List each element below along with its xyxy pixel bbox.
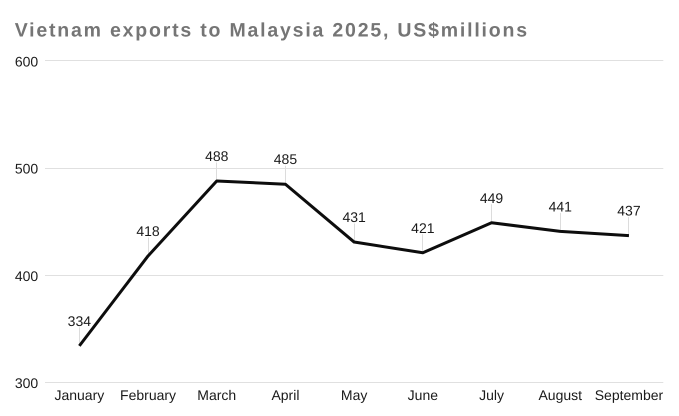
svg-text:334: 334	[68, 313, 92, 329]
svg-text:January: January	[54, 387, 104, 403]
svg-text:488: 488	[205, 148, 229, 164]
svg-text:418: 418	[136, 223, 160, 239]
svg-text:437: 437	[617, 203, 641, 219]
svg-text:600: 600	[15, 54, 39, 70]
svg-text:June: June	[408, 387, 439, 403]
svg-text:April: April	[271, 387, 299, 403]
svg-text:August: August	[538, 387, 582, 403]
svg-text:431: 431	[342, 209, 366, 225]
svg-text:421: 421	[411, 220, 435, 236]
svg-text:September: September	[595, 387, 664, 403]
svg-text:March: March	[197, 387, 236, 403]
svg-text:February: February	[120, 387, 176, 403]
svg-text:400: 400	[15, 268, 39, 284]
svg-text:May: May	[341, 387, 367, 403]
svg-text:449: 449	[480, 190, 504, 206]
svg-text:Vietnam exports to Malaysia 20: Vietnam exports to Malaysia 2025, US$mil…	[15, 20, 529, 42]
svg-text:500: 500	[15, 161, 39, 177]
svg-text:485: 485	[274, 151, 298, 167]
svg-text:441: 441	[549, 198, 573, 214]
svg-text:300: 300	[15, 375, 39, 391]
svg-text:July: July	[479, 387, 504, 403]
